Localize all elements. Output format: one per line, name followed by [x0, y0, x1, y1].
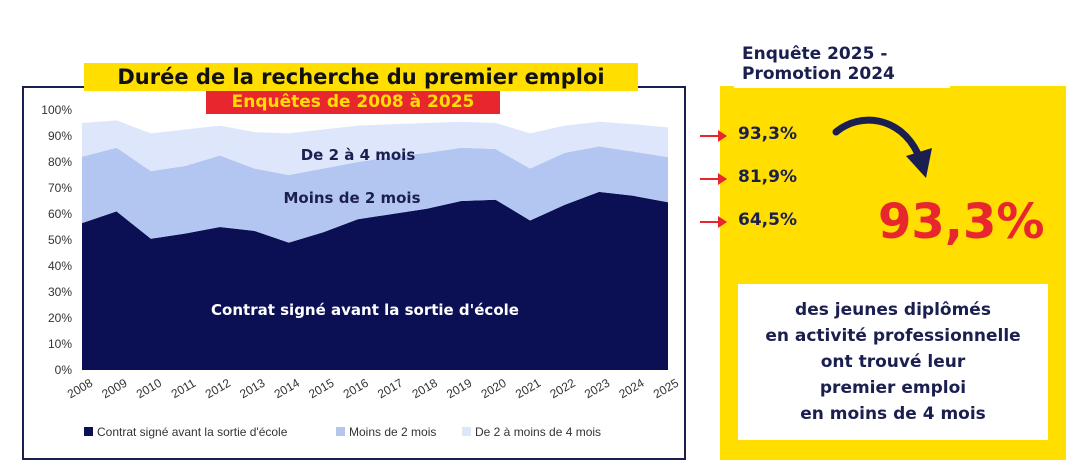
y-tick-label: 80%: [48, 155, 72, 169]
curved-arrow-icon: [832, 116, 932, 178]
summary-line: premier emploi: [819, 378, 967, 398]
series-area: [82, 191, 668, 370]
x-tick-label: 2021: [513, 376, 543, 402]
legend-swatch: [336, 427, 345, 436]
x-tick-label: 2017: [375, 376, 405, 402]
arrow-right-icon: [700, 130, 727, 142]
x-tick-label: 2008: [65, 376, 95, 402]
summary-line: en activité professionnelle: [765, 326, 1021, 346]
x-tick-label: 2022: [548, 376, 578, 402]
y-tick-label: 0%: [55, 363, 73, 377]
pct-low: 64,5%: [738, 210, 797, 230]
x-tick-label: 2018: [410, 376, 440, 402]
area-label-top: De 2 à 4 mois: [301, 146, 416, 164]
survey-line-1: Enquête 2025 -: [742, 44, 888, 64]
x-tick-label: 2013: [237, 376, 267, 402]
legend-label: Contrat signé avant la sortie d'école: [97, 425, 288, 439]
x-tick-label: 2012: [203, 376, 233, 402]
series-area: [82, 146, 668, 243]
big-percentage: 93,3%: [878, 194, 1045, 250]
x-tick-label: 2016: [341, 376, 371, 402]
y-tick-label: 10%: [48, 337, 72, 351]
y-tick-label: 30%: [48, 285, 72, 299]
y-tick-label: 90%: [48, 129, 72, 143]
x-tick-label: 2009: [99, 376, 129, 402]
pct-top: 93,3%: [738, 124, 797, 144]
legend-label: De 2 à moins de 4 mois: [475, 425, 601, 439]
survey-label: Enquête 2025 - Promotion 2024: [734, 40, 950, 88]
arrow-right-icon: [700, 173, 727, 185]
y-tick-label: 70%: [48, 181, 72, 195]
chart-title: Durée de la recherche du premier emploi: [84, 63, 638, 91]
x-tick-label: 2020: [479, 376, 509, 402]
summary-box: des jeunes diplômés en activité professi…: [738, 284, 1048, 440]
x-tick-label: 2024: [616, 376, 646, 402]
x-tick-label: 2023: [582, 376, 612, 402]
summary-line: en moins de 4 mois: [800, 404, 986, 424]
x-tick-label: 2025: [651, 376, 681, 402]
legend-swatch: [84, 427, 93, 436]
area-label-bottom: Contrat signé avant la sortie d'école: [211, 301, 519, 319]
y-tick-label: 40%: [48, 259, 72, 273]
x-tick-label: 2019: [444, 376, 474, 402]
legend-label: Moins de 2 mois: [349, 425, 436, 439]
summary-line: ont trouvé leur: [820, 352, 966, 372]
area-chart: 0% 10% 20% 30% 40% 50% 60% 70% 80% 90% 100% 2008 200…: [41, 103, 681, 439]
arrow-right-icon: [700, 216, 727, 228]
x-tick-label: 2011: [169, 376, 199, 401]
chart-subtitle: Enquêtes de 2008 à 2025: [206, 91, 500, 114]
y-tick-label: 60%: [48, 207, 72, 221]
series-area: [82, 120, 668, 175]
y-tick-label: 20%: [48, 311, 72, 325]
survey-line-2: Promotion 2024: [742, 64, 895, 84]
y-tick-label: 50%: [48, 233, 72, 247]
x-tick-label: 2010: [134, 376, 164, 402]
x-tick-label: 2014: [272, 376, 302, 402]
pct-mid: 81,9%: [738, 167, 797, 187]
area-label-middle: Moins de 2 mois: [284, 189, 421, 207]
x-tick-label: 2015: [306, 376, 336, 402]
legend-swatch: [462, 427, 471, 436]
y-tick-label: 100%: [41, 103, 72, 117]
summary-line: des jeunes diplômés: [795, 300, 991, 320]
